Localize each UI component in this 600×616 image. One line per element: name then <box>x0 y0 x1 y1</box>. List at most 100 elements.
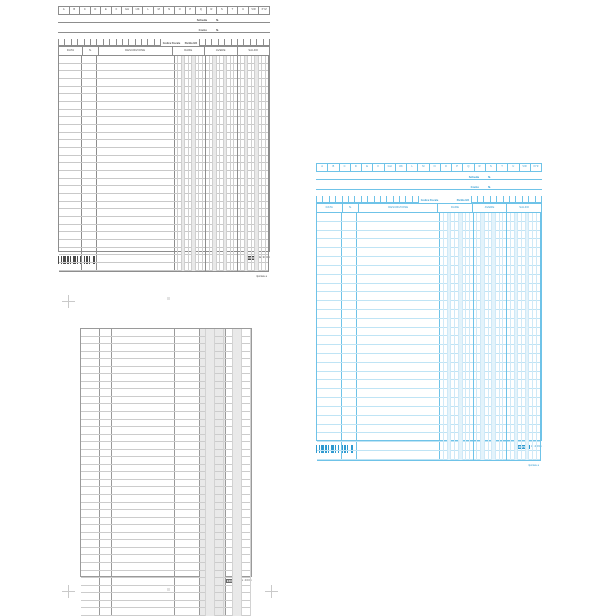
table-cell-avere[interactable] <box>206 263 238 270</box>
table-cell[interactable] <box>100 472 112 479</box>
table-cell-num[interactable] <box>342 301 358 309</box>
fiscal-box[interactable] <box>128 39 135 46</box>
table-cell[interactable] <box>226 510 252 517</box>
table-cell-num[interactable] <box>82 178 97 186</box>
table-cell[interactable] <box>112 329 175 336</box>
table-cell-dare[interactable] <box>440 433 474 442</box>
table-cell[interactable] <box>81 502 100 510</box>
table-row[interactable] <box>81 389 251 397</box>
table-cell[interactable] <box>81 396 100 404</box>
table-row[interactable] <box>81 517 251 526</box>
table-cell-num[interactable] <box>82 56 97 63</box>
alphabet-index-cell-d[interactable]: D <box>91 7 102 14</box>
table-cell[interactable] <box>112 419 175 427</box>
table-row[interactable] <box>59 155 269 164</box>
table-cell-data[interactable] <box>59 263 83 270</box>
table-cell[interactable] <box>226 367 252 374</box>
table-cell-saldo[interactable] <box>238 186 270 193</box>
fiscal-box[interactable] <box>379 196 387 203</box>
table-cell[interactable] <box>81 525 100 532</box>
table-row[interactable] <box>81 449 251 458</box>
table-cell[interactable] <box>200 359 226 366</box>
table-row[interactable] <box>81 329 251 337</box>
table-cell-avere[interactable] <box>474 424 508 433</box>
table-row[interactable] <box>81 555 251 563</box>
table-cell[interactable] <box>175 600 200 608</box>
alphabet-index-cell-n[interactable]: N <box>430 164 441 171</box>
table-cell-num[interactable] <box>82 263 97 270</box>
table-row[interactable] <box>81 510 251 518</box>
table-cell-saldo[interactable] <box>238 225 270 232</box>
table-row[interactable] <box>59 140 269 149</box>
table-cell[interactable] <box>175 329 200 336</box>
fiscal-box[interactable] <box>528 196 535 203</box>
fiscal-box[interactable] <box>256 39 263 46</box>
table-cell-saldo[interactable] <box>238 179 270 186</box>
table-cell[interactable] <box>100 517 112 525</box>
table-cell[interactable] <box>200 608 226 615</box>
table-cell[interactable] <box>200 479 226 487</box>
fiscal-box[interactable] <box>335 196 342 203</box>
table-cell[interactable] <box>100 329 112 336</box>
table-row[interactable] <box>317 345 541 354</box>
table-cell[interactable] <box>226 487 252 494</box>
table-cell[interactable] <box>112 517 175 525</box>
table-row[interactable] <box>81 472 251 480</box>
table-cell-saldo[interactable] <box>507 433 541 441</box>
table-cell[interactable] <box>81 517 100 525</box>
table-cell[interactable] <box>226 571 252 578</box>
table-cell-saldo[interactable] <box>238 202 270 209</box>
table-cell[interactable] <box>81 351 100 359</box>
table-cell-dare[interactable] <box>440 309 474 318</box>
table-row[interactable] <box>317 415 541 425</box>
table-cell-num[interactable] <box>342 327 358 336</box>
table-cell-avere[interactable] <box>474 301 508 309</box>
table-cell[interactable] <box>112 502 175 510</box>
table-cell[interactable] <box>226 495 252 502</box>
fiscal-box[interactable] <box>96 39 103 46</box>
table-cell-avere[interactable] <box>474 292 508 301</box>
table-cell[interactable] <box>112 351 175 359</box>
table-cell-desc[interactable] <box>357 433 441 442</box>
table-cell-data[interactable] <box>317 380 342 389</box>
alphabet-index-cell-s[interactable]: S <box>486 164 497 171</box>
table-cell[interactable] <box>81 578 100 585</box>
table-row[interactable] <box>317 230 541 240</box>
table-cell-saldo[interactable] <box>507 248 541 256</box>
table-cell[interactable] <box>200 389 226 396</box>
alphabet-index-cell-n[interactable]: N <box>164 7 176 14</box>
table-row[interactable] <box>59 56 269 64</box>
table-cell-saldo[interactable] <box>507 231 541 239</box>
table-cell[interactable] <box>226 525 252 532</box>
alphabet-index-cell-q[interactable]: Q <box>196 7 207 14</box>
table-cell-dare[interactable] <box>175 247 206 255</box>
alphabet-index-cell-p[interactable]: P <box>186 7 197 14</box>
table-cell-dare[interactable] <box>175 79 206 86</box>
table-cell-avere[interactable] <box>474 442 508 450</box>
table-cell-dare[interactable] <box>440 424 474 433</box>
table-cell-data[interactable] <box>317 309 342 318</box>
table-cell-desc[interactable] <box>97 209 175 217</box>
table-cell-data[interactable] <box>59 125 83 132</box>
table-cell[interactable] <box>112 570 175 578</box>
table-cell[interactable] <box>100 366 112 374</box>
table-row[interactable] <box>59 71 269 80</box>
table-cell-num[interactable] <box>342 239 358 248</box>
table-cell-avere[interactable] <box>206 94 238 102</box>
table-cell[interactable] <box>81 479 100 487</box>
table-cell[interactable] <box>226 337 252 344</box>
alphabet-index-cell-l[interactable]: L <box>143 7 154 14</box>
table-cell-data[interactable] <box>59 247 83 255</box>
table-cell-num[interactable] <box>82 217 97 224</box>
table-cell[interactable] <box>200 374 226 381</box>
table-cell-num[interactable] <box>82 155 97 163</box>
table-row[interactable] <box>59 263 269 271</box>
table-cell[interactable] <box>100 562 112 570</box>
table-row[interactable] <box>317 292 541 302</box>
table-cell-dare[interactable] <box>175 125 206 132</box>
table-cell-num[interactable] <box>82 201 97 209</box>
table-cell-num[interactable] <box>342 406 358 415</box>
table-cell-data[interactable] <box>59 209 83 217</box>
table-cell-dare[interactable] <box>175 186 206 194</box>
table-cell-data[interactable] <box>317 354 342 362</box>
